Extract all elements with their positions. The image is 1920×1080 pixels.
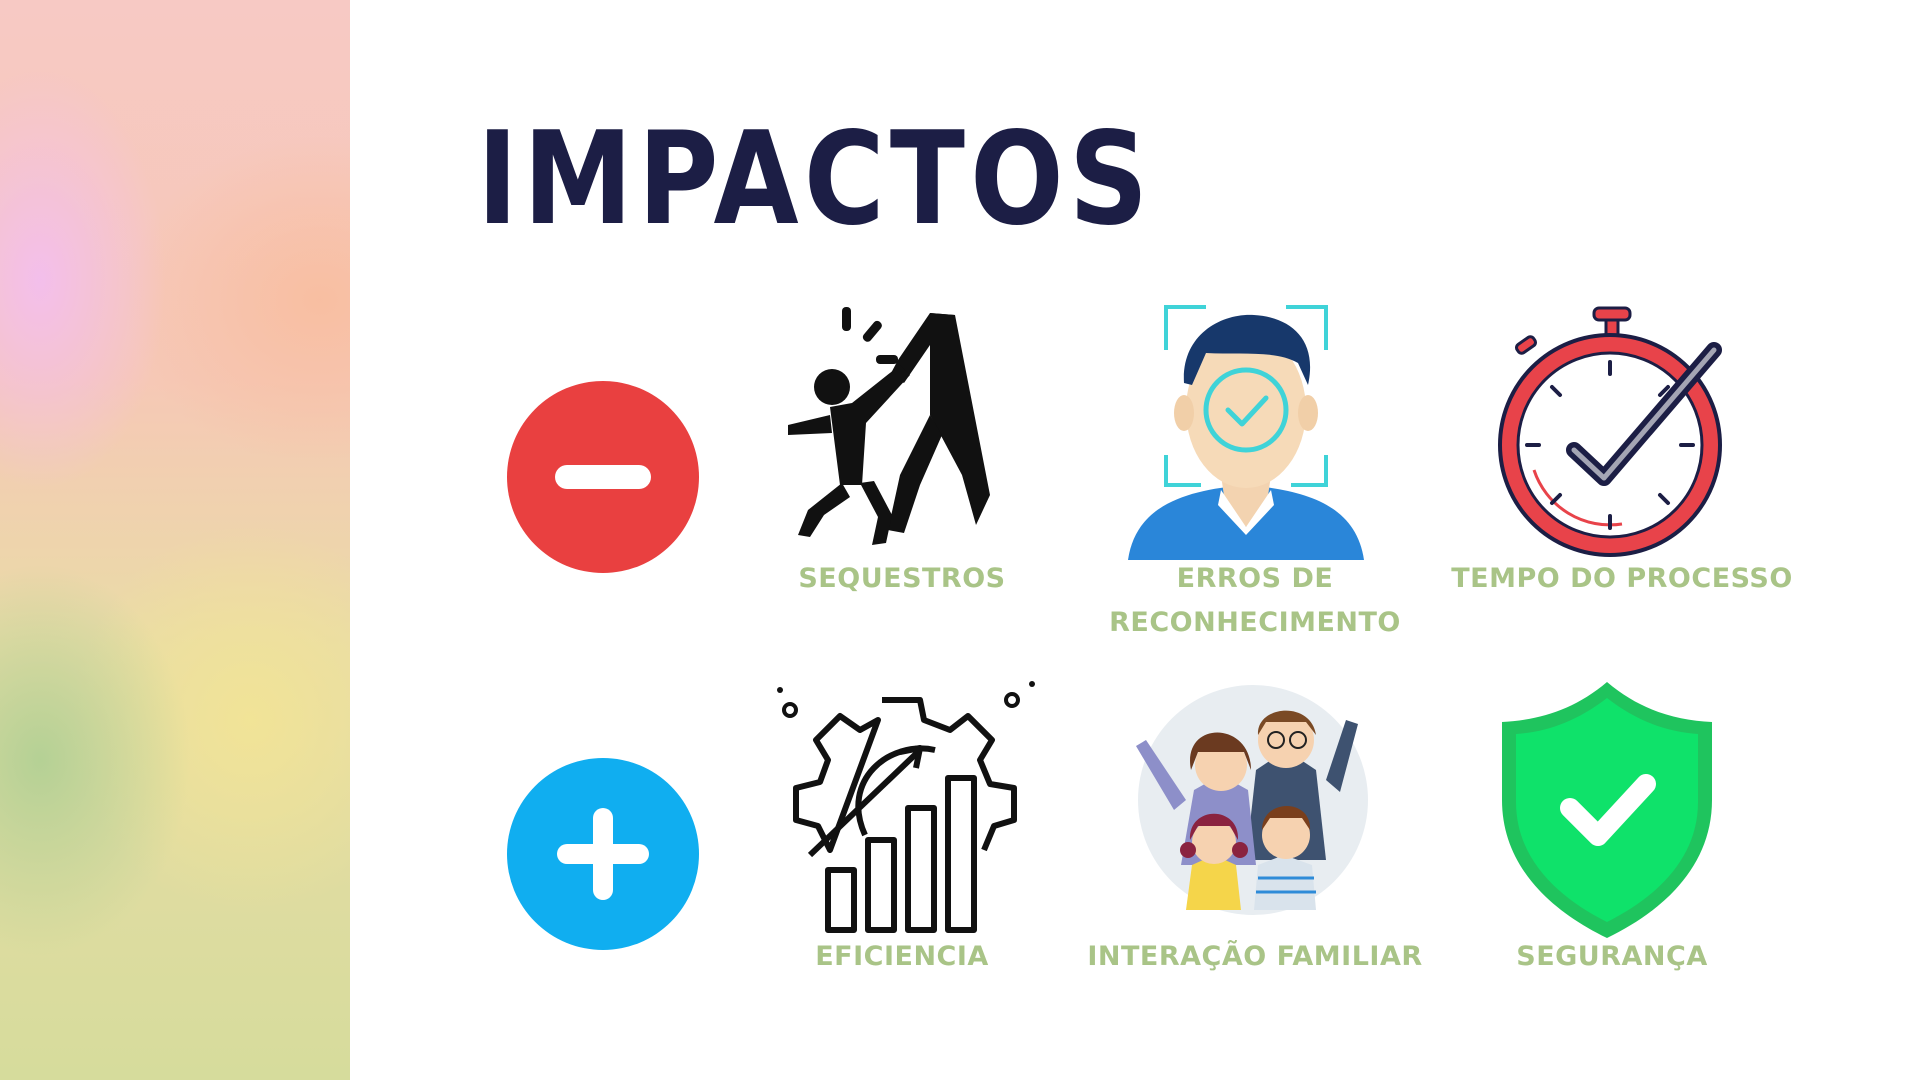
efficiency-gear-chart-icon [770,680,1040,940]
page-title: IMPACTOS [477,105,1154,254]
stopwatch-icon [1492,300,1732,560]
label-eficiencia: EFICIENCIA [815,941,989,972]
security-shield-icon [1500,680,1714,940]
label-seguranca: SEGURANÇA [1516,941,1708,972]
kidnapping-icon [780,305,1030,565]
face-recognition-icon [1126,305,1366,560]
label-interacao-familiar: INTERAÇÃO FAMILIAR [1087,941,1423,972]
label-tempo-do-processo: TEMPO DO PROCESSO [1451,563,1793,594]
gradient-side-panel [0,0,350,1080]
minus-circle-icon [507,381,699,573]
label-erros-de-reconhecimento: ERROS DE RECONHECIMENTO [1109,563,1401,638]
plus-circle-icon [507,758,699,950]
label-sequestros: SEQUESTROS [798,563,1006,594]
family-icon [1126,680,1376,915]
